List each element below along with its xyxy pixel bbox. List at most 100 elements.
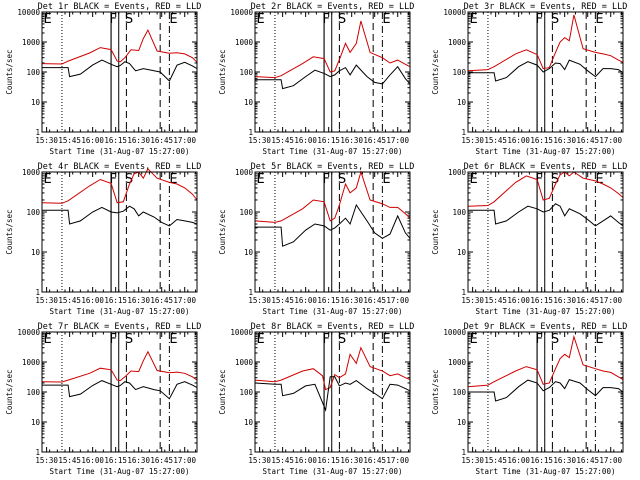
interval-marker-label: E [382,12,390,27]
interval-marker-label: E [595,332,603,347]
chart-title: Det 3r BLACK = Events, RED = LLD [464,2,628,12]
x-tick-label: 15:30 [35,296,58,305]
interval-marker-label: E [470,332,478,347]
y-tick-label: 10000 [230,328,253,337]
x-tick-label: 15:45 [58,456,81,465]
x-axis-label: Start Time (31-Aug-07 15:27:00) [476,147,616,156]
chart-panel: Det 5r BLACK = Events, RED = LLD Counts/s… [218,162,414,316]
x-tick-label: 15:30 [461,456,484,465]
interval-marker-label: S [125,332,133,347]
x-axis-label: Start Time (31-Aug-07 15:27:00) [50,307,190,316]
plot-frame [41,11,198,133]
x-tick-label: 17:00 [386,456,409,465]
series-line [41,28,198,65]
x-tick-label: 16:15 [317,296,340,305]
plot-frame [254,171,411,293]
x-tick-label: 17:00 [173,296,196,305]
x-tick-label: 15:30 [248,136,271,145]
y-tick-label: 1 [35,288,40,297]
interval-marker-label: S [338,172,346,187]
y-tick-label: 100 [452,68,466,77]
y-tick-label: 100 [452,388,466,397]
x-tick-label: 16:00 [507,456,530,465]
series-line [467,171,624,207]
interval-marker-label: E [382,332,390,347]
series-line [42,59,198,82]
y-tick-label: 10 [31,418,41,427]
x-tick-label: 16:45 [150,136,173,145]
x-tick-label: 16:00 [507,136,530,145]
y-tick-label: 100 [239,388,253,397]
interval-marker-label: S [338,12,346,27]
y-tick-label: 10 [244,418,254,427]
interval-marker-label: E [257,332,265,347]
y-tick-label: 10000 [443,8,466,17]
chart-title: Det 7r BLACK = Events, RED = LLD [38,322,202,332]
series-line [42,380,198,400]
x-tick-label: 16:15 [530,296,553,305]
y-tick-label: 100 [26,388,40,397]
x-tick-label: 15:45 [484,456,507,465]
y-tick-label: 10000 [17,8,40,17]
x-tick-label: 16:15 [317,456,340,465]
x-tick-label: 16:45 [576,136,599,145]
y-axis-label: Counts/sec [5,49,14,94]
x-tick-label: 16:00 [81,456,104,465]
plot-frame [41,171,198,293]
x-tick-label: 16:30 [553,296,576,305]
interval-marker-label: F [323,172,330,187]
interval-marker-label: F [536,12,543,27]
chart-panel: Det 1r BLACK = Events, RED = LLD Counts/s… [5,2,201,156]
x-axis-label: Start Time (31-Aug-07 15:27:00) [476,307,616,316]
x-tick-label: 16:45 [363,456,386,465]
y-axis-label: Counts/sec [218,49,227,94]
x-tick-label: 16:30 [553,136,576,145]
series-line [42,205,198,227]
x-tick-label: 16:30 [340,456,363,465]
x-tick-label: 16:15 [317,136,340,145]
y-tick-label: 100 [26,68,40,77]
interval-marker-label: S [551,332,559,347]
chart-panel: Det 3r BLACK = Events, RED = LLD Counts/s… [431,2,627,156]
interval-marker-label: S [125,172,133,187]
interval-marker-label: E [382,172,390,187]
x-tick-label: 16:30 [127,296,150,305]
y-tick-label: 1 [35,128,40,137]
x-tick-label: 15:30 [248,296,271,305]
x-tick-label: 15:45 [484,296,507,305]
y-tick-label: 1 [461,288,466,297]
y-tick-label: 1000 [235,38,254,47]
series-line [255,203,411,247]
y-tick-label: 10 [457,98,467,107]
chart-title: Det 6r BLACK = Events, RED = LLD [464,162,628,172]
x-tick-label: 15:45 [271,456,294,465]
y-tick-label: 10000 [443,328,466,337]
chart-title: Det 1r BLACK = Events, RED = LLD [38,2,202,12]
interval-marker-label: E [595,12,603,27]
x-tick-label: 16:45 [576,296,599,305]
y-axis-label: Counts/sec [431,369,440,414]
y-tick-label: 1 [461,128,466,137]
interval-marker-label: S [551,172,559,187]
interval-marker-label: F [536,172,543,187]
series-line [468,378,624,402]
y-tick-label: 10 [244,98,254,107]
x-tick-label: 16:00 [294,296,317,305]
x-tick-label: 16:00 [81,296,104,305]
interval-marker-label: E [169,332,177,347]
x-tick-label: 16:30 [127,136,150,145]
x-tick-label: 16:30 [340,296,363,305]
chart-title: Det 9r BLACK = Events, RED = LLD [464,322,628,332]
x-tick-label: 15:30 [35,456,58,465]
x-tick-label: 16:45 [576,456,599,465]
y-tick-label: 1000 [22,168,41,177]
x-tick-label: 15:30 [461,296,484,305]
interval-marker-label: F [323,12,330,27]
interval-marker-label: S [125,12,133,27]
series-line [41,167,198,204]
y-axis-label: Counts/sec [431,49,440,94]
y-tick-label: 1000 [448,38,467,47]
interval-marker-label: F [110,12,117,27]
x-tick-label: 16:15 [530,456,553,465]
